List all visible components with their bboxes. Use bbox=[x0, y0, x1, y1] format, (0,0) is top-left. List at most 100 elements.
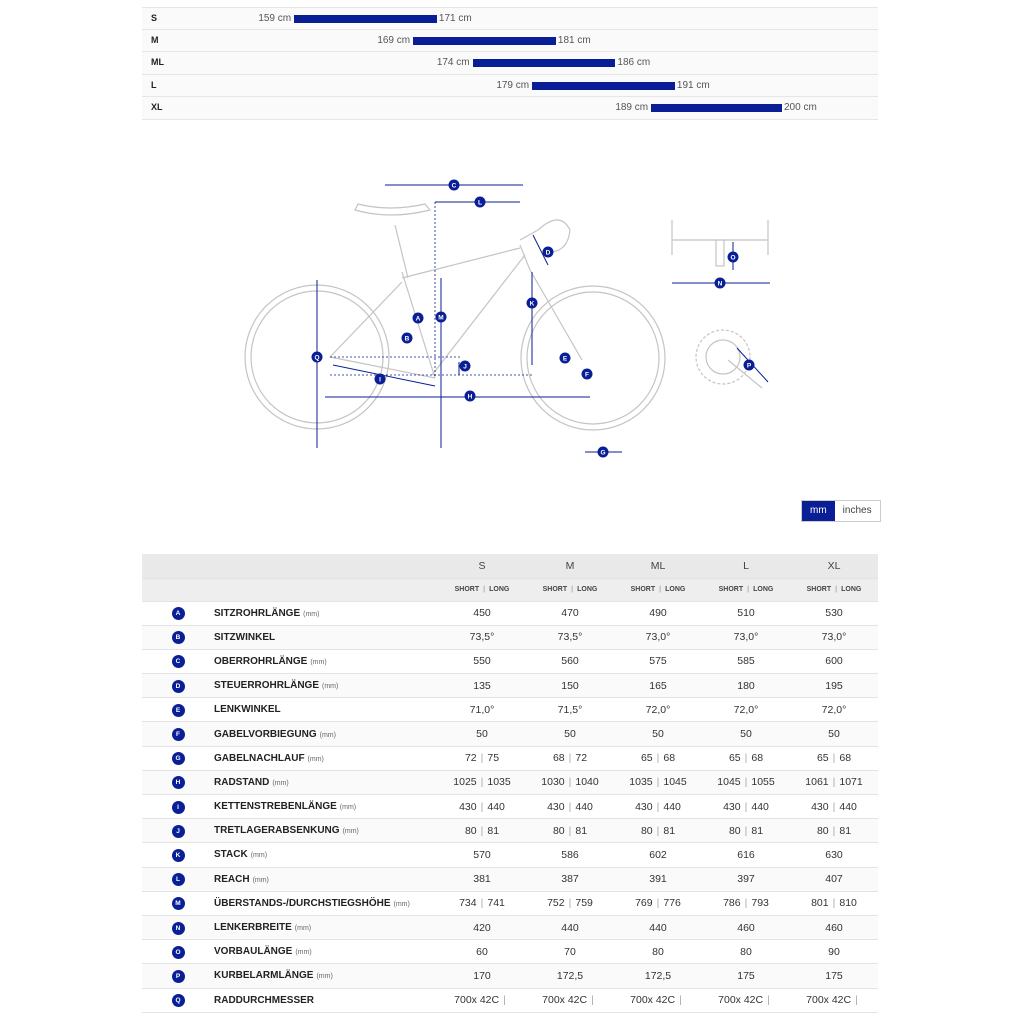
size-min-label: 189 cm bbox=[615, 102, 649, 114]
value-long: 81 bbox=[575, 824, 588, 837]
dimension-badge-label: Q bbox=[314, 354, 319, 361]
unit-mm-button[interactable]: mm bbox=[802, 501, 835, 521]
row-value: 440 bbox=[526, 915, 614, 941]
value-short: 430 bbox=[459, 800, 477, 813]
dimension-badges: A B C D E F G H I J K L M N O P Q bbox=[311, 179, 755, 458]
unit-toggle[interactable]: mm inches bbox=[801, 500, 881, 522]
value-short: 1045 bbox=[717, 776, 741, 789]
row-value: 575 bbox=[614, 649, 702, 675]
row-value: 430 | 440 bbox=[438, 794, 526, 820]
row-unit: (mm) bbox=[322, 683, 339, 691]
row-value: 150 bbox=[526, 673, 614, 699]
separator: | bbox=[747, 586, 750, 593]
saddle bbox=[354, 203, 432, 216]
dimension-badge-l bbox=[474, 196, 486, 208]
header-size: M bbox=[526, 554, 614, 579]
row-value: 50 bbox=[702, 721, 790, 747]
row-name-label: LENKWINKEL bbox=[214, 704, 281, 716]
table-row: B SITZWINKEL 73,5° 73,5° 73,0° 73,0° 73,0° bbox=[142, 625, 878, 650]
dimension-badge-g bbox=[597, 446, 609, 458]
row-unit: (mm) bbox=[316, 973, 333, 981]
row-name-label: KETTENSTREBENLÄNGE bbox=[214, 801, 337, 813]
size-max-label: 191 cm bbox=[676, 79, 710, 91]
row-letter-cell: I bbox=[142, 794, 214, 820]
row-unit: (mm) bbox=[339, 804, 357, 812]
row-value: 700x 42C | bbox=[702, 988, 790, 1013]
row-value: 71,5° bbox=[526, 697, 614, 723]
row-name-label: SITZROHRLÄNGE bbox=[214, 607, 301, 619]
row-name-label: LENKERBREITE bbox=[214, 922, 292, 934]
row-name: LENKWINKEL bbox=[214, 697, 438, 723]
size-label: ML bbox=[151, 57, 164, 68]
row-name-label: OBERROHRLÄNGE bbox=[214, 655, 308, 667]
row-letter-cell: H bbox=[142, 770, 214, 796]
table-row: H RADSTAND (mm) 1025 | 1035 1030 | 1040 1035 | 1045… bbox=[142, 770, 878, 796]
separator: | bbox=[591, 994, 594, 1007]
row-value: 585 bbox=[702, 649, 790, 675]
row-letter-badge: A bbox=[171, 607, 185, 621]
row-value: 175 bbox=[790, 963, 878, 989]
row-value: 195 bbox=[790, 673, 878, 699]
row-letter-cell: F bbox=[142, 721, 214, 747]
value-long: 793 bbox=[751, 897, 769, 910]
stem-top-view bbox=[715, 239, 725, 267]
header-blank bbox=[142, 554, 214, 579]
size-min-label: 179 cm bbox=[496, 79, 530, 91]
row-value: 769 | 776 bbox=[614, 891, 702, 916]
separator: | bbox=[656, 800, 660, 813]
separator: | bbox=[744, 824, 748, 837]
row-value: 700x 42C | bbox=[790, 988, 878, 1013]
row-letter-cell: D bbox=[142, 673, 214, 699]
separator: | bbox=[767, 994, 770, 1007]
value-long: 741 bbox=[487, 897, 505, 910]
row-value: 73,0° bbox=[790, 625, 878, 650]
row-letter-cell: J bbox=[142, 818, 214, 844]
value-long: 1035 bbox=[487, 776, 511, 789]
table-row: I KETTENSTREBENLÄNGE (mm) 430 | 440 430 | 440 430… bbox=[142, 794, 878, 820]
row-name: STEUERROHRLÄNGE (mm) bbox=[214, 673, 438, 699]
unit-inches-button[interactable]: inches bbox=[834, 501, 880, 521]
dimension-badge-k bbox=[526, 297, 538, 309]
value-short: 72 bbox=[464, 752, 477, 765]
row-letter-badge: D bbox=[171, 679, 185, 693]
dimension-badge-label: L bbox=[478, 199, 482, 206]
row-value: 490 bbox=[614, 601, 702, 626]
row-value: 65 | 68 bbox=[702, 746, 790, 771]
table-row: A SITZROHRLÄNGE (mm) 450 470 490 510 530 bbox=[142, 601, 878, 626]
long-label: LONG bbox=[577, 586, 598, 593]
row-value: 172,5 bbox=[614, 963, 702, 989]
value-short: 700x 42C bbox=[630, 994, 676, 1007]
separator: | bbox=[835, 586, 838, 593]
row-unit: (mm) bbox=[307, 755, 324, 763]
short-label: SHORT bbox=[806, 586, 832, 593]
dimension-badge-label: O bbox=[730, 254, 735, 261]
separator: | bbox=[568, 824, 572, 837]
row-name-label: KURBELARMLÄNGE bbox=[214, 970, 314, 982]
row-letter-badge: J bbox=[171, 824, 185, 838]
value-short: 80 bbox=[816, 824, 829, 837]
row-letter-cell: O bbox=[142, 939, 214, 965]
row-value: 50 bbox=[438, 721, 526, 747]
size-min-label: 169 cm bbox=[377, 34, 411, 46]
row-value: 600 bbox=[790, 649, 878, 675]
dimension-badge-label: P bbox=[747, 362, 752, 369]
row-value: 65 | 68 bbox=[790, 746, 878, 771]
separator: | bbox=[480, 897, 484, 910]
table-row: G GABELNACHLAUF (mm) 72 | 75 68 | 72 65 | 68 65 | 68 65… bbox=[142, 746, 878, 771]
row-value: 165 bbox=[614, 673, 702, 699]
size-label: S bbox=[151, 13, 158, 23]
short-label: SHORT bbox=[718, 586, 744, 593]
row-value: 381 bbox=[438, 867, 526, 892]
value-long: 81 bbox=[839, 824, 852, 837]
row-value: 90 bbox=[790, 939, 878, 965]
row-value: 73,5° bbox=[438, 625, 526, 650]
size-row: M 169 cm 181 cm bbox=[142, 29, 878, 53]
row-name: KETTENSTREBENLÄNGE (mm) bbox=[214, 794, 438, 820]
row-value: 700x 42C | bbox=[438, 988, 526, 1013]
row-unit: (mm) bbox=[303, 610, 320, 618]
row-value: 602 bbox=[614, 842, 702, 868]
separator: | bbox=[744, 776, 748, 789]
row-value: 72,0° bbox=[790, 697, 878, 723]
long-label: LONG bbox=[753, 586, 774, 593]
row-name-label: STACK bbox=[214, 849, 248, 861]
